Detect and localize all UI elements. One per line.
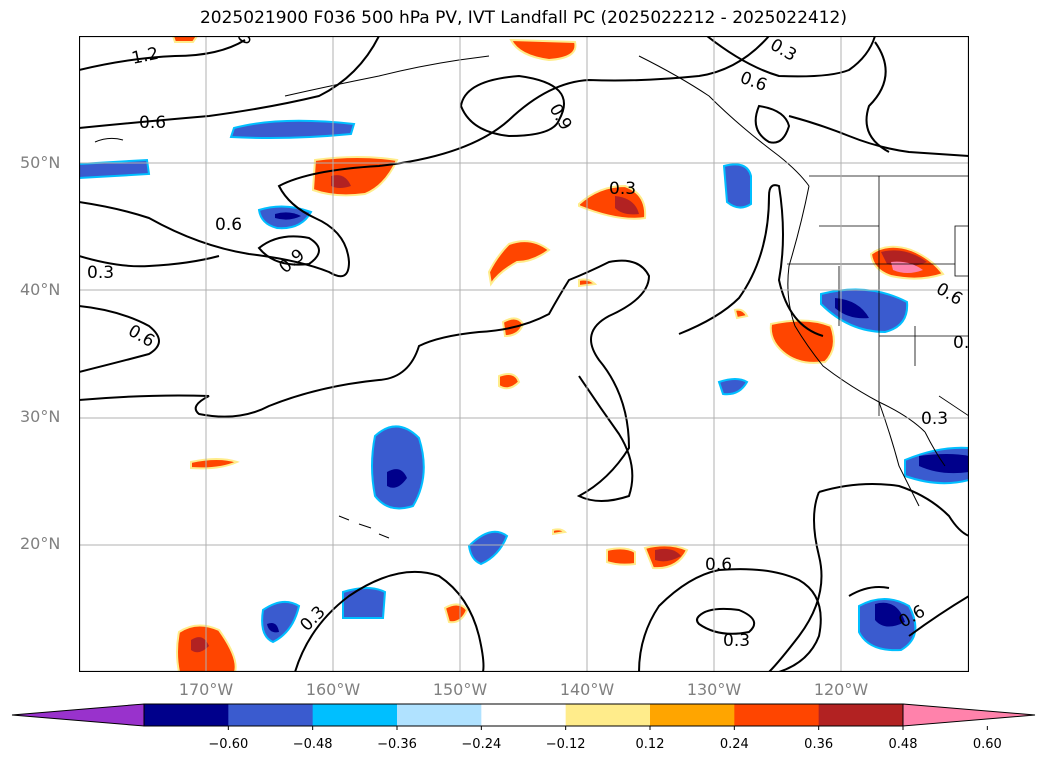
colorbar-segment	[818, 704, 904, 726]
ivt-positive-blob	[769, 319, 835, 364]
colorbar-segment	[397, 704, 482, 726]
map-panel[interactable]: 1.2 0.6 0.9 0.6 0.6 0.3 0.6 0.9 0.3 0.6 …	[79, 36, 969, 672]
colorbar-tick-label: −0.60	[208, 737, 249, 752]
contour-label: 0.6	[737, 68, 769, 96]
contour-label: 1.2	[130, 44, 161, 69]
colorbar-segment	[481, 704, 567, 726]
ivt-positive-blob	[498, 373, 521, 390]
ivt-positive-blob	[487, 240, 551, 287]
contour-label: 0.6	[215, 215, 242, 235]
ivt-positive-peak	[891, 261, 923, 273]
lat-label-30n: 30°N	[20, 407, 61, 426]
ivt-positive-core	[655, 548, 681, 562]
colorbar-tick-label: −0.36	[377, 737, 417, 752]
colorbar-segment	[144, 704, 229, 726]
contour-label: 0.3	[723, 631, 750, 651]
lon-label-140w: 140°W	[559, 680, 615, 699]
colorbar-segment	[312, 704, 398, 726]
ivt-positive-blob	[171, 36, 199, 43]
lon-label-120w: 120°W	[813, 680, 869, 699]
contour-label: 0.6	[705, 555, 732, 575]
contour-label: 0.6	[125, 321, 158, 352]
colorbar-tick-label: −0.12	[545, 737, 586, 752]
colorbar-segment	[565, 704, 651, 726]
map-canvas: 1.2 0.6 0.9 0.6 0.6 0.3 0.6 0.9 0.3 0.6 …	[79, 36, 969, 672]
contour-label: 0.3	[953, 333, 969, 353]
lon-label-130w: 130°W	[686, 680, 742, 699]
colorbar-tick-label: 0.48	[888, 737, 918, 752]
colorbar-segment	[650, 704, 735, 726]
lat-label-50n: 50°N	[20, 153, 61, 172]
map-title: 2025021900 F036 500 hPa PV, IVT Landfall…	[199, 8, 847, 28]
ivt-negative-core	[267, 623, 279, 633]
ivt-positive-blob	[190, 458, 240, 470]
lat-label-40n: 40°N	[20, 280, 61, 299]
ivt-positive-blob	[733, 308, 749, 320]
ivt-negative-blob	[820, 288, 909, 334]
colorbar-tick-label: 0.12	[635, 737, 665, 752]
contour-label: 0.3	[87, 263, 114, 283]
pv-contours	[79, 36, 969, 672]
ivt-positive-core	[331, 175, 351, 188]
contour-label: 0.9	[234, 36, 265, 48]
colorbar	[11, 703, 1036, 730]
gridlines	[79, 36, 969, 672]
colorbar-extend-low	[11, 703, 145, 727]
lat-label-20n: 20°N	[20, 534, 61, 553]
contour-label: 0.3	[609, 179, 636, 199]
ivt-negative-blob	[717, 378, 749, 396]
ivt-positive-blob	[552, 528, 568, 536]
colorbar-tick-label: −0.24	[461, 737, 502, 752]
coastlines	[94, 55, 946, 539]
lon-label-160w: 160°W	[305, 680, 361, 699]
ivt-positive-core	[615, 196, 639, 215]
ivt-positive-blob	[509, 38, 577, 62]
contour-label: 0.6	[933, 279, 966, 310]
colorbar-frame	[143, 703, 904, 727]
contour-label: 0.3	[767, 36, 800, 66]
colorbar-tick-label: 0.24	[719, 737, 749, 752]
contour-label: 0.3	[921, 409, 948, 429]
colorbar-extend-high	[902, 703, 1036, 727]
ivt-shading	[79, 36, 969, 672]
colorbar-segment	[734, 704, 820, 726]
ivt-positive-blob	[443, 603, 469, 624]
contour-label: 0.6	[139, 113, 166, 133]
ivt-negative-blob	[467, 530, 509, 566]
ivt-negative-blob	[342, 587, 387, 619]
ivt-negative-core	[275, 212, 301, 220]
lon-label-170w: 170°W	[178, 680, 234, 699]
colorbar-tick-label: 0.60	[972, 737, 1002, 752]
ivt-positive-blob	[606, 547, 636, 566]
colorbar-tick-label: 0.36	[804, 737, 834, 752]
ivt-negative-blob	[79, 158, 151, 180]
colorbar-tick-label: −0.48	[292, 737, 333, 752]
colorbar-segment	[228, 704, 314, 726]
ivt-negative-core	[919, 454, 969, 474]
ivt-negative-core	[875, 602, 905, 627]
contour-label: 0.3	[296, 602, 329, 635]
ivt-negative-blob	[371, 425, 425, 510]
lon-label-150w: 150°W	[432, 680, 488, 699]
contour-label: 0.9	[275, 245, 309, 278]
ivt-positive-core	[191, 637, 209, 653]
ivt-negative-blob	[722, 163, 752, 209]
ivt-negative-blob	[261, 600, 301, 644]
map-frame	[79, 36, 969, 672]
borders	[787, 175, 969, 417]
ivt-negative-core	[387, 469, 407, 488]
contour-labels: 1.2 0.6 0.9 0.6 0.6 0.3 0.6 0.9 0.3 0.6 …	[87, 36, 969, 651]
ivt-negative-blob	[229, 119, 356, 139]
ivt-negative-core	[835, 298, 869, 319]
